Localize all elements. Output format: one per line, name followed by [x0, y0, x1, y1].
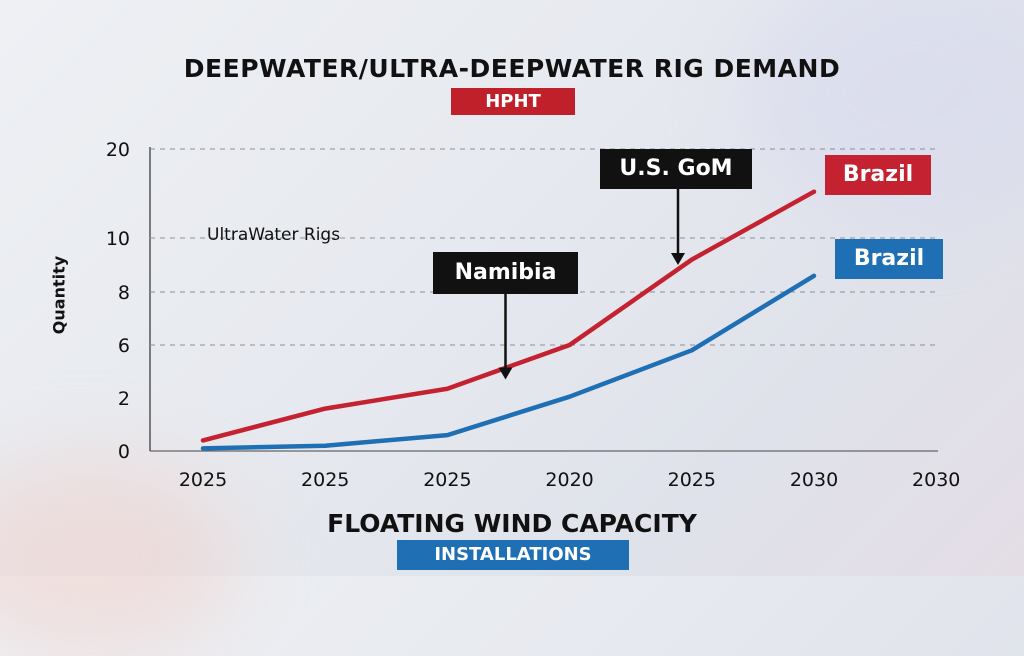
series-label-brazil-red: Brazil — [825, 155, 931, 195]
ultrawater-annotation: UltraWater Rigs — [207, 225, 340, 245]
x-tick-label: 2025 — [668, 469, 716, 491]
chart-stage: DEEPWATER/ULTRA-DEEPWATER RIG DEMAND HPH… — [0, 0, 1024, 576]
y-tick-label: 2 — [118, 388, 130, 410]
x-tick-label: 2025 — [179, 469, 227, 491]
callout-us-gom: U.S. GoM — [600, 149, 752, 189]
y-tick-label: 10 — [106, 228, 130, 250]
x-tick-label: 2030 — [790, 469, 838, 491]
callout-namibia: Namibia — [433, 252, 578, 294]
floating-wind-title: FLOATING WIND CAPACITY — [0, 509, 1024, 538]
y-tick-label: 6 — [118, 335, 130, 357]
x-tick-label: 2020 — [545, 469, 593, 491]
x-tick-label: 2025 — [423, 469, 471, 491]
x-tick-label: 2025 — [301, 469, 349, 491]
series-label-brazil-blue: Brazil — [835, 239, 943, 279]
series-line-blue — [203, 276, 814, 449]
y-tick-label: 20 — [106, 139, 130, 161]
y-tick-label: 8 — [118, 282, 130, 304]
y-tick-label: 0 — [118, 441, 130, 463]
callout-arrow-head — [499, 367, 513, 379]
x-tick-label: 2030 — [912, 469, 960, 491]
installations-badge: INSTALLATIONS — [397, 540, 629, 570]
